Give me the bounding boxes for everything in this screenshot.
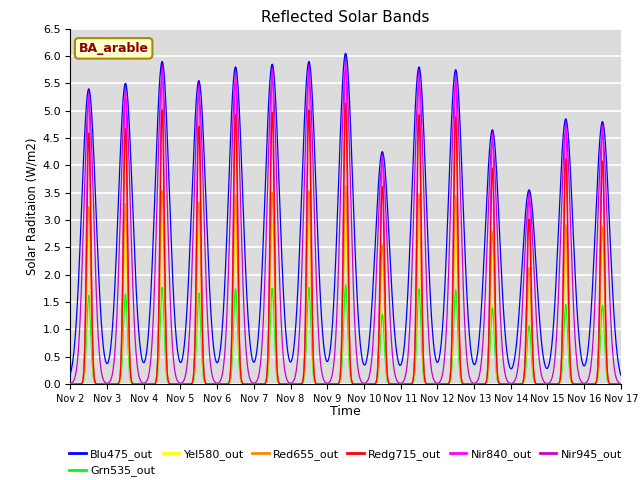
- Nir840_out: [616, 381, 624, 387]
- Red655_out: [342, 183, 349, 189]
- Red655_out: [617, 381, 625, 387]
- Red655_out: [616, 381, 624, 387]
- Yel580_out: [325, 381, 333, 387]
- Grn535_out: [342, 282, 349, 288]
- Yel580_out: [166, 381, 173, 386]
- Blu475_out: [617, 372, 625, 378]
- Grn535_out: [500, 381, 508, 387]
- Grn535_out: [438, 381, 446, 387]
- Redg715_out: [67, 381, 74, 387]
- Nir840_out: [67, 381, 74, 387]
- Nir840_out: [325, 381, 333, 387]
- Yel580_out: [438, 381, 446, 387]
- Blu475_out: [500, 318, 508, 324]
- Line: Grn535_out: Grn535_out: [70, 285, 621, 384]
- Nir945_out: [166, 269, 173, 275]
- Blu475_out: [438, 324, 446, 330]
- Yel580_out: [342, 216, 349, 222]
- Nir945_out: [617, 381, 625, 386]
- Red655_out: [438, 381, 446, 387]
- Red655_out: [325, 381, 333, 387]
- Grn535_out: [166, 381, 173, 387]
- Line: Red655_out: Red655_out: [70, 186, 621, 384]
- Nir840_out: [617, 381, 625, 387]
- Redg715_out: [469, 381, 477, 387]
- Blu475_out: [166, 188, 173, 194]
- Title: Reflected Solar Bands: Reflected Solar Bands: [261, 10, 430, 25]
- Red655_out: [469, 381, 477, 387]
- Redg715_out: [617, 381, 625, 387]
- Red655_out: [166, 381, 173, 386]
- Blu475_out: [67, 371, 74, 377]
- Yel580_out: [469, 381, 477, 387]
- Grn535_out: [617, 381, 625, 387]
- Nir840_out: [438, 381, 446, 387]
- Nir945_out: [438, 371, 446, 377]
- Blu475_out: [342, 50, 349, 56]
- Blu475_out: [325, 355, 333, 360]
- Nir840_out: [469, 381, 477, 387]
- Blu475_out: [469, 360, 477, 365]
- Nir945_out: [325, 380, 333, 385]
- Red655_out: [500, 381, 508, 387]
- Redg715_out: [325, 381, 333, 387]
- Nir945_out: [616, 381, 624, 386]
- Nir840_out: [166, 381, 173, 386]
- Redg715_out: [500, 381, 508, 387]
- Red655_out: [67, 381, 74, 387]
- Redg715_out: [166, 381, 173, 386]
- Nir945_out: [67, 381, 74, 386]
- Redg715_out: [616, 381, 624, 387]
- Grn535_out: [67, 381, 74, 387]
- Yel580_out: [67, 381, 74, 387]
- Grn535_out: [469, 381, 477, 387]
- Yel580_out: [616, 381, 624, 387]
- Y-axis label: Solar Raditaion (W/m2): Solar Raditaion (W/m2): [26, 138, 39, 275]
- Text: BA_arable: BA_arable: [79, 42, 148, 55]
- Redg715_out: [342, 100, 349, 106]
- Nir945_out: [500, 366, 508, 372]
- Line: Nir945_out: Nir945_out: [70, 70, 621, 384]
- Nir945_out: [342, 67, 349, 73]
- Legend: Blu475_out, Grn535_out, Yel580_out, Red655_out, Redg715_out, Nir840_out, Nir945_: Blu475_out, Grn535_out, Yel580_out, Red6…: [65, 444, 627, 480]
- Blu475_out: [616, 370, 624, 375]
- Line: Nir840_out: Nir840_out: [70, 54, 621, 384]
- Line: Redg715_out: Redg715_out: [70, 103, 621, 384]
- Line: Blu475_out: Blu475_out: [70, 53, 621, 375]
- X-axis label: Time: Time: [330, 405, 361, 418]
- Yel580_out: [500, 381, 508, 387]
- Nir840_out: [342, 51, 349, 57]
- Line: Yel580_out: Yel580_out: [70, 219, 621, 384]
- Nir840_out: [500, 381, 508, 387]
- Redg715_out: [438, 381, 446, 387]
- Grn535_out: [325, 381, 333, 387]
- Yel580_out: [617, 381, 625, 387]
- Grn535_out: [616, 381, 624, 387]
- Nir945_out: [469, 380, 477, 386]
